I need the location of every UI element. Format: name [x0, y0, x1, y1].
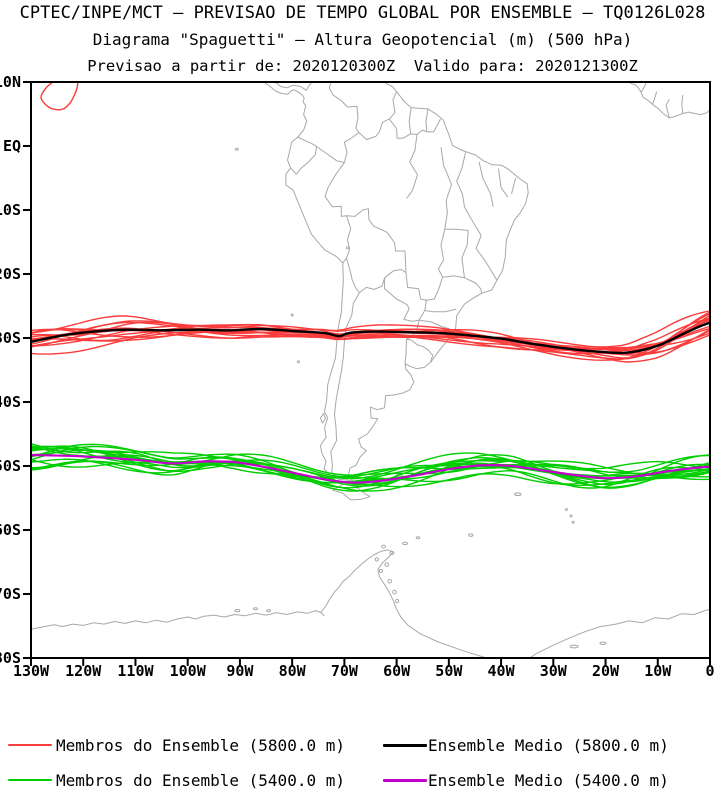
legend-item-mean-5400: Ensemble Medio (5400.0 m)	[383, 770, 669, 790]
x-tick-label: 0	[705, 662, 714, 680]
axes-layer: 130W 120W 110W 100W 90W 80W 70W 60W 50W 40W 30W 20W…	[0, 73, 715, 680]
x-tick-label: 20W	[592, 662, 620, 680]
closed-contour-5800	[40, 82, 79, 111]
x-tick-label: 110W	[117, 662, 154, 680]
legend-key-members-5800-line	[8, 744, 52, 746]
ensemble-mean-5400-line	[31, 454, 710, 484]
x-tick-label: 100W	[170, 662, 207, 680]
page-title: CPTEC/INPE/MCT — PREVISAO DE TEMPO GLOBA…	[19, 3, 706, 23]
y-tick-label: 70S	[0, 585, 21, 603]
legend-label-members-5400: Membros do Ensemble (5400.0 m)	[56, 770, 345, 790]
ensemble-members-5800-layer	[31, 310, 710, 363]
x-tick-label: 40W	[488, 662, 516, 680]
legend-item-members-5800: Membros do Ensemble (5800.0 m)	[8, 735, 345, 755]
y-tick-label: 20S	[0, 265, 21, 283]
chart-subtitle: Diagrama "Spaguetti" — Altura Geopotenci…	[92, 30, 633, 49]
y-tick-label: 80S	[0, 649, 21, 667]
legend-item-mean-5800: Ensemble Medio (5800.0 m)	[383, 735, 669, 755]
x-tick-label: 130W	[13, 662, 50, 680]
legend-key-mean-5400-line	[383, 778, 427, 782]
x-tick-label: 120W	[65, 662, 102, 680]
legend-key-members-5400-line	[8, 779, 52, 781]
x-tick-label: 60W	[383, 662, 411, 680]
x-tick-label: 80W	[279, 662, 307, 680]
legend-label-mean-5400: Ensemble Medio (5400.0 m)	[428, 770, 669, 790]
x-tick-label: 10W	[644, 662, 672, 680]
ensemble-members-5400-layer	[31, 443, 710, 492]
forecast-dates: Previsao a partir de: 2020120300Z Valido…	[87, 57, 638, 75]
y-tick-label: EQ	[3, 137, 21, 155]
y-tick-label: 40S	[0, 393, 21, 411]
y-tick-label: 10S	[0, 201, 21, 219]
x-tick-label: 90W	[226, 662, 254, 680]
legend-label-members-5800: Membros do Ensemble (5800.0 m)	[56, 735, 345, 755]
y-tick-label: 60S	[0, 521, 21, 539]
y-tick-label: 50S	[0, 457, 21, 475]
map-layer	[31, 82, 710, 658]
x-tick-label: 30W	[540, 662, 568, 680]
y-tick-label: 10N	[0, 73, 21, 91]
y-tick-label: 30S	[0, 329, 21, 347]
x-tick-label: 50W	[435, 662, 463, 680]
legend-key-mean-5800-line	[383, 743, 427, 747]
legend-label-mean-5800: Ensemble Medio (5800.0 m)	[428, 735, 669, 755]
ensemble-mean-5800-line	[31, 321, 710, 355]
legend-item-members-5400: Membros do Ensemble (5400.0 m)	[8, 770, 345, 790]
x-tick-label: 70W	[331, 662, 359, 680]
